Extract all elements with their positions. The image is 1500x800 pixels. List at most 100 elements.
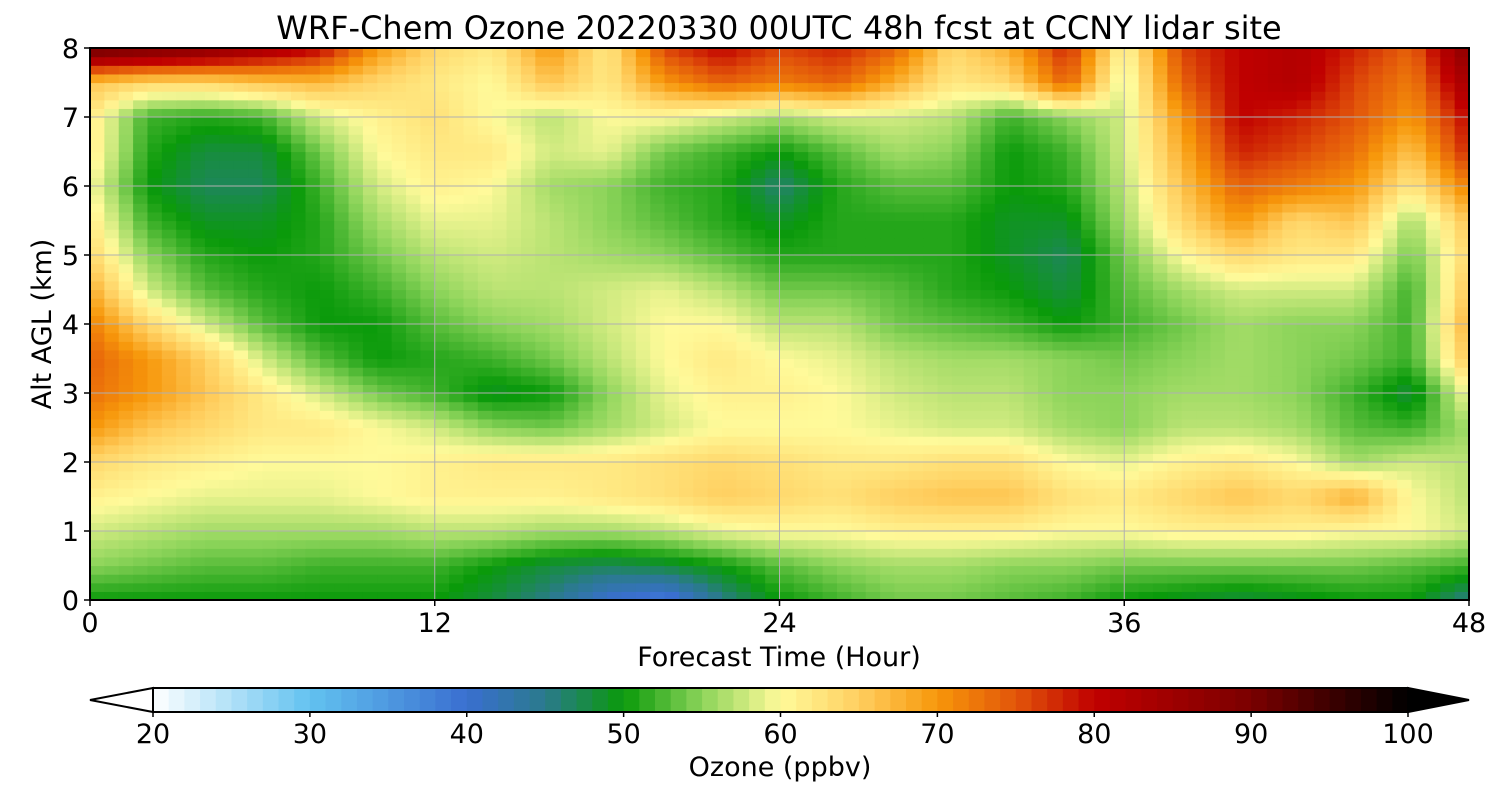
heatmap-cell [391,194,407,204]
heatmap-cell [1397,203,1413,213]
heatmap-cell [291,341,307,351]
heatmap-cell [1253,470,1269,480]
heatmap-cell [1310,418,1326,429]
heatmap-cell [549,289,565,299]
heatmap-cell [564,203,579,213]
heatmap-cell [1267,341,1283,351]
heatmap-cell [908,531,924,541]
heatmap-cell [1167,186,1183,196]
heatmap-cell [937,565,953,575]
heatmap-cell [994,462,1010,472]
heatmap-cell [520,470,536,480]
heatmap-cell [750,375,766,385]
heatmap-cell [262,548,278,558]
heatmap-cell [621,220,637,230]
heatmap-cell [1009,505,1025,515]
heatmap-cell [1124,272,1140,282]
heatmap-cell [334,462,350,472]
heatmap-cell [219,358,235,368]
heatmap-cell [1009,384,1025,394]
heatmap-cell [1167,203,1183,213]
heatmap-cell [564,237,579,247]
heatmap-cell [664,487,680,498]
heatmap-cell [808,151,824,161]
heatmap-cell [779,548,795,558]
heatmap-cell [650,427,666,437]
heatmap-cell [779,574,795,584]
heatmap-cell [1109,470,1125,480]
heatmap-cell [506,160,522,170]
heatmap-cell [1081,444,1097,454]
heatmap-cell [1454,505,1470,515]
heatmap-cell [391,237,407,247]
heatmap-cell [161,548,177,558]
heatmap-cell [233,315,249,325]
heatmap-cell [1224,358,1240,368]
heatmap-cell [233,427,249,437]
heatmap-cell [1224,565,1240,575]
heatmap-cell [348,496,364,506]
heatmap-cell [750,255,766,265]
heatmap-cell [1454,427,1470,437]
heatmap-cell [1167,211,1183,222]
heatmap-cell [564,479,579,489]
heatmap-cell [1282,332,1298,342]
heatmap-cell [1066,375,1082,385]
heatmap-cell [1382,272,1398,282]
heatmap-cell [305,427,321,437]
heatmap-cell [607,194,623,204]
heatmap-cell [1310,401,1326,411]
heatmap-cell [722,177,737,187]
heatmap-cell [1382,246,1398,256]
heatmap-cell [1124,522,1140,532]
heatmap-cell [161,332,177,342]
heatmap-cell [1310,151,1326,161]
heatmap-cell [1354,151,1370,161]
heatmap-cell [1196,531,1212,541]
heatmap-cell [463,505,479,515]
heatmap-cell [391,436,407,446]
heatmap-cell [391,462,407,472]
heatmap-cell [1411,427,1427,437]
heatmap-cell [1009,289,1025,299]
heatmap-cell [1282,462,1298,472]
heatmap-cell [1339,246,1355,256]
heatmap-cell [434,574,450,584]
heatmap-cell [836,341,852,351]
heatmap-cell [678,160,694,170]
heatmap-cell [305,436,321,446]
heatmap-cell [1354,177,1370,187]
heatmap-cell [779,280,795,291]
heatmap-cell [793,453,809,463]
heatmap-cell [449,229,465,239]
heatmap-cell [420,246,436,256]
heatmap-cell [147,505,163,515]
heatmap-cell [923,531,939,541]
heatmap-cell [1181,349,1197,360]
heatmap-cell [147,324,163,334]
heatmap-cell [793,229,809,239]
heatmap-cell [319,393,335,403]
heatmap-cell [1382,574,1398,584]
heatmap-cell [492,341,508,351]
heatmap-cell [980,487,996,498]
heatmap-cell [190,384,206,394]
heatmap-cell [1196,436,1212,446]
heatmap-cell [1095,263,1111,273]
heatmap-cell [1081,203,1097,213]
heatmap-cell [1339,384,1355,394]
heatmap-cell [851,211,867,222]
heatmap-cell [1009,375,1025,385]
heatmap-cell [635,280,651,291]
heatmap-cell [248,548,263,558]
heatmap-cell [1095,229,1111,239]
heatmap-cell [276,246,292,256]
heatmap-cell [1023,237,1039,247]
heatmap-cell [262,298,278,308]
heatmap-cell [607,289,623,299]
heatmap-cell [161,367,177,377]
heatmap-cell [578,479,594,489]
heatmap-cell [1224,332,1240,342]
heatmap-cell [377,375,393,385]
heatmap-cell [118,358,134,368]
